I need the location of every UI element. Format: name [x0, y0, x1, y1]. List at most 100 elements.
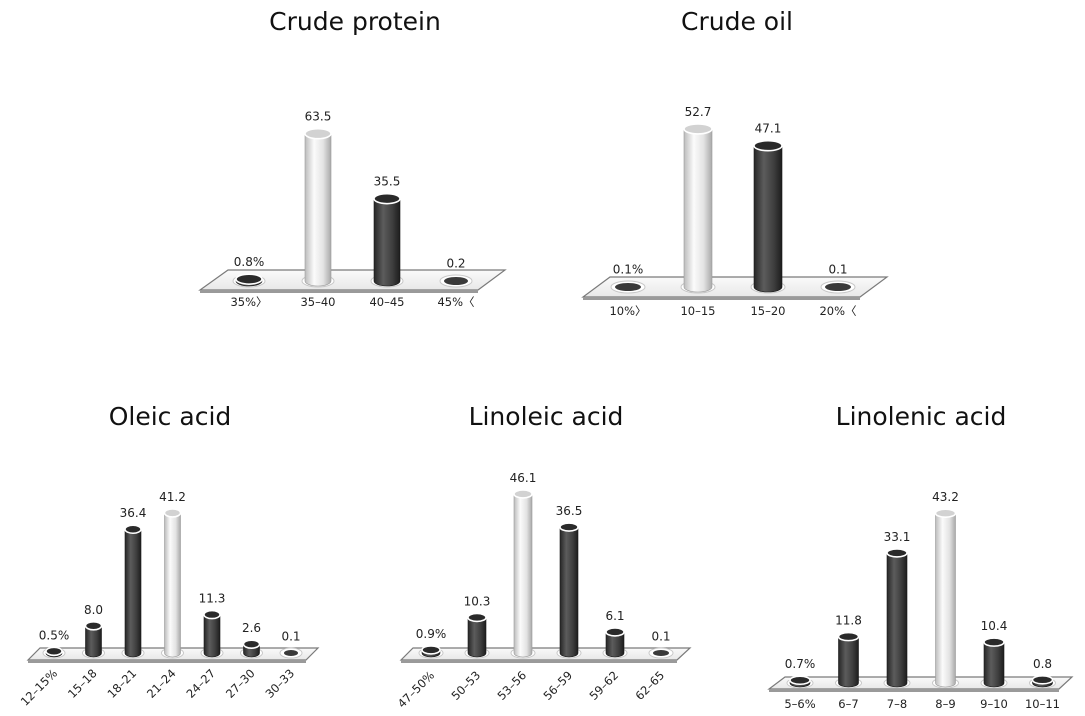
tick-label: 18–21: [104, 666, 139, 701]
chart-title: Crude protein: [269, 7, 441, 36]
tick-label: 56–59: [540, 668, 575, 703]
bar-top: [605, 627, 625, 637]
bar-body: [886, 552, 908, 688]
tick-label: 24–27: [183, 666, 218, 701]
bar: 0.5%: [39, 628, 69, 659]
data-label: 35.5: [374, 175, 401, 189]
bar: 52.7: [680, 105, 716, 294]
data-label: 0.8: [1033, 657, 1052, 671]
bar-top: [753, 139, 783, 152]
tick-label: 21–24: [144, 666, 179, 701]
bar: 0.8%: [232, 255, 266, 288]
data-label: 11.3: [199, 592, 226, 606]
tick-label: 35%〉: [230, 295, 267, 309]
chart-platform-edge: [28, 660, 306, 663]
bar: 63.5: [301, 110, 335, 288]
tick-label: 10%〉: [609, 304, 646, 318]
data-label: 43.2: [932, 490, 959, 504]
bar: 46.1: [510, 471, 537, 659]
data-label: 8.0: [84, 603, 103, 617]
bar-top: [513, 489, 533, 499]
bar: 2.6: [240, 621, 263, 659]
data-label: 41.2: [159, 490, 186, 504]
chart-1: Crude protein 0.8% 35%〉 63.5 35–40 35.5 40–45 0…: [198, 7, 507, 309]
data-label: 52.7: [685, 105, 712, 119]
bar-top: [886, 548, 908, 558]
data-label: 11.8: [835, 614, 862, 628]
chart-platform: [399, 647, 692, 661]
data-label: 46.1: [510, 471, 537, 485]
bar-top: [934, 508, 957, 519]
bar-body: [983, 641, 1005, 688]
bar-top: [373, 192, 401, 205]
bar: 36.5: [556, 504, 582, 659]
bar: 6.1: [602, 609, 628, 659]
tick-label: 20%〈: [819, 304, 856, 318]
bar: 0.1: [820, 263, 856, 294]
chart-title: Crude oil: [681, 7, 793, 36]
bar: 0.1: [648, 630, 674, 659]
data-label: 0.1: [281, 630, 300, 644]
bar-top: [235, 273, 263, 285]
bar-top: [467, 612, 487, 623]
bar-top: [45, 646, 63, 657]
bar-body: [467, 617, 487, 658]
bar-top: [444, 277, 468, 285]
data-label: 0.7%: [785, 657, 816, 671]
tick-label: 30–33: [262, 666, 297, 701]
bar-top: [421, 645, 441, 655]
bar-body: [605, 631, 625, 658]
tick-label: 10–15: [680, 304, 715, 318]
bar: 33.1: [883, 530, 911, 689]
bar-top: [304, 127, 332, 140]
data-label: 0.8%: [234, 255, 265, 269]
data-label: 0.1: [651, 630, 670, 644]
tick-label: 15–20: [750, 304, 785, 318]
tick-label: 47–50%: [395, 668, 437, 710]
tick-label: 7–8: [887, 697, 907, 711]
bar-body: [513, 493, 533, 658]
bar-top: [983, 637, 1005, 647]
bar: 8.0: [82, 603, 105, 659]
data-label: 6.1: [605, 609, 624, 623]
bar: 47.1: [750, 122, 786, 294]
chart-title: Oleic acid: [109, 402, 232, 431]
data-label: 0.1: [828, 263, 847, 277]
data-label: 0.2: [446, 257, 465, 271]
tick-label: 53–56: [494, 668, 529, 703]
bar-top: [653, 650, 669, 656]
bar-body: [838, 636, 859, 688]
data-label: 10.4: [981, 619, 1008, 633]
bar: 10.4: [980, 619, 1008, 689]
bar: 0.9%: [416, 627, 447, 659]
data-label: 0.9%: [416, 627, 447, 641]
chart-platform-edge: [401, 660, 677, 663]
bar: 0.8: [1029, 657, 1056, 689]
bar: 36.4: [120, 506, 147, 659]
data-label: 63.5: [305, 110, 332, 124]
bar-top: [559, 522, 579, 532]
bar-top: [163, 508, 182, 518]
bar-top: [203, 609, 221, 620]
data-label: 36.4: [120, 506, 147, 520]
tick-label: 6–7: [838, 697, 858, 711]
tick-label: 12–15%: [18, 666, 60, 708]
bar: 0.2: [439, 257, 473, 288]
bar: 0.7%: [785, 657, 816, 689]
tick-label: 45%〈: [437, 295, 474, 309]
bar: 11.8: [835, 614, 862, 689]
bar-top: [825, 283, 851, 291]
tick-label: 35–40: [300, 295, 335, 309]
bar-body: [753, 145, 783, 293]
chart-3: Oleic acid 0.5% 12–15% 8.0 15–18 36.4 18–21 41.…: [18, 402, 320, 709]
tick-label: 9–10: [980, 697, 1008, 711]
tick-label: 10–11: [1025, 697, 1060, 711]
data-label: 33.1: [884, 530, 911, 544]
data-label: 2.6: [242, 621, 261, 635]
bar: 0.1: [279, 630, 303, 659]
bar-body: [164, 512, 181, 658]
chart-title: Linolenic acid: [836, 402, 1007, 431]
bar: 43.2: [932, 490, 959, 689]
bar-body: [203, 614, 221, 658]
